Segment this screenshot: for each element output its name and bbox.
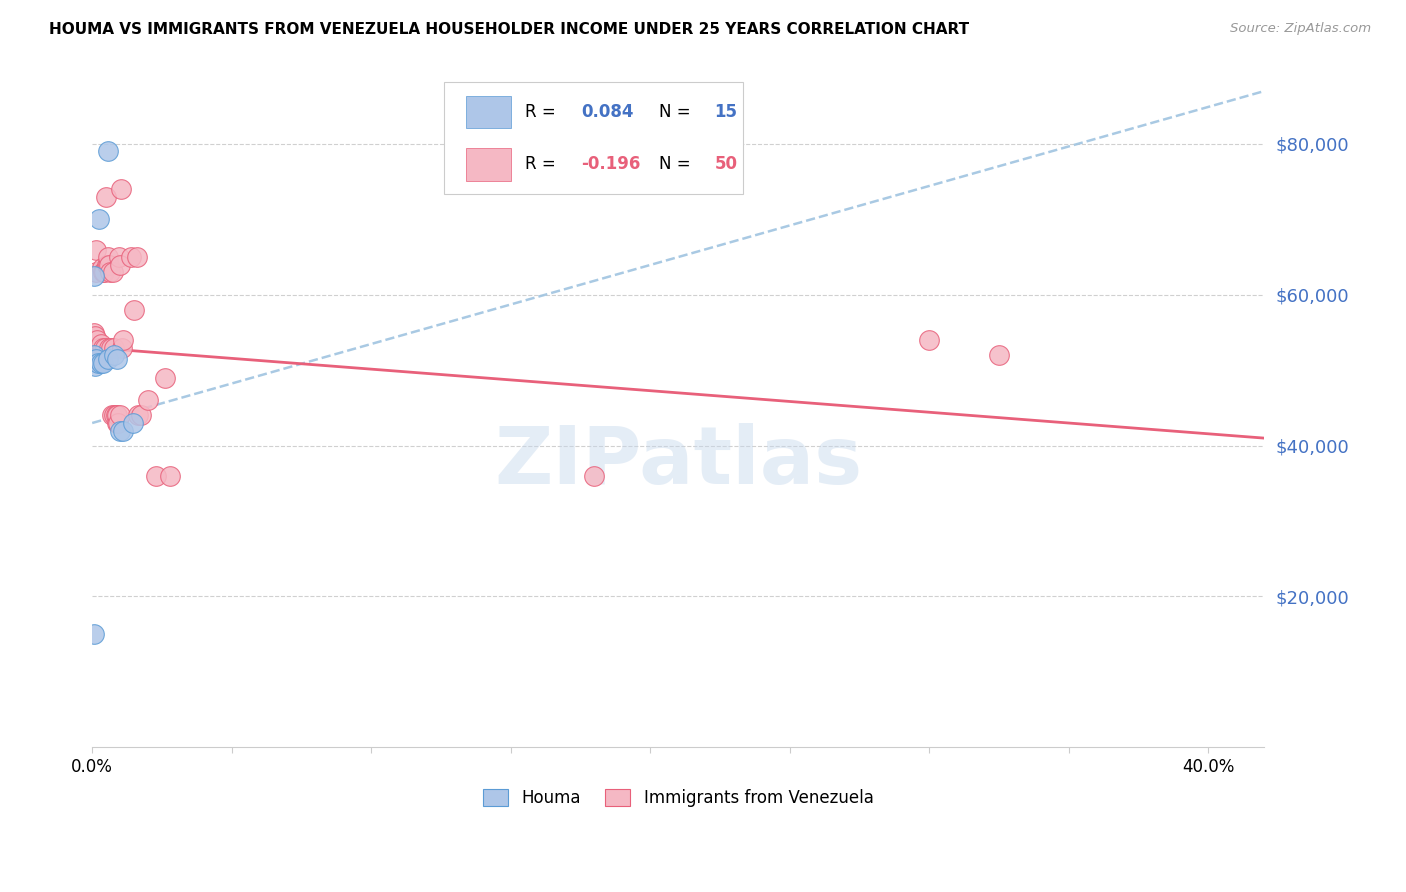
Point — [89, 212, 111, 227]
Point — [83, 326, 105, 340]
Text: 50: 50 — [714, 155, 737, 173]
Point — [159, 468, 181, 483]
Point — [84, 329, 107, 343]
Point — [105, 409, 128, 423]
Point — [108, 258, 131, 272]
Point — [91, 341, 114, 355]
Text: R =: R = — [524, 155, 561, 173]
Point — [86, 265, 108, 279]
Text: HOUMA VS IMMIGRANTS FROM VENEZUELA HOUSEHOLDER INCOME UNDER 25 YEARS CORRELATION: HOUMA VS IMMIGRANTS FROM VENEZUELA HOUSE… — [49, 22, 969, 37]
FancyBboxPatch shape — [465, 148, 510, 181]
Point — [100, 341, 122, 355]
Point — [84, 243, 107, 257]
Point — [111, 424, 134, 438]
Point — [83, 627, 105, 641]
Point — [87, 344, 110, 359]
Point — [93, 341, 115, 355]
Text: R =: R = — [524, 103, 561, 120]
Point — [96, 145, 118, 159]
Point — [145, 468, 167, 483]
Text: Source: ZipAtlas.com: Source: ZipAtlas.com — [1230, 22, 1371, 36]
Point — [153, 370, 176, 384]
Point — [108, 409, 131, 423]
Point — [105, 416, 128, 430]
Point — [94, 190, 117, 204]
Point — [105, 351, 128, 366]
Point — [120, 250, 142, 264]
Point — [84, 359, 107, 374]
Point — [83, 348, 105, 362]
Point — [87, 348, 110, 362]
Text: N =: N = — [659, 103, 696, 120]
Point — [111, 341, 134, 355]
Text: N =: N = — [659, 155, 696, 173]
Point — [107, 250, 129, 264]
Text: 15: 15 — [714, 103, 737, 120]
FancyBboxPatch shape — [444, 82, 742, 194]
Point — [103, 409, 125, 423]
Point — [89, 348, 111, 362]
Text: ZIPatlas: ZIPatlas — [494, 423, 862, 501]
Point — [125, 250, 148, 264]
Point — [136, 393, 159, 408]
Point — [104, 409, 127, 423]
Point — [96, 258, 118, 272]
Point — [98, 265, 121, 279]
Point — [91, 261, 114, 276]
Point — [89, 341, 111, 355]
Point — [97, 250, 120, 264]
Point — [86, 333, 108, 347]
Point — [101, 265, 124, 279]
Point — [129, 409, 152, 423]
Point — [127, 409, 149, 423]
Point — [122, 302, 145, 317]
Point — [121, 416, 143, 430]
Text: -0.196: -0.196 — [581, 155, 640, 173]
Point — [98, 341, 121, 355]
Point — [103, 348, 125, 362]
Point — [100, 409, 122, 423]
Point — [110, 182, 132, 196]
Point — [112, 333, 135, 347]
Point — [583, 468, 606, 483]
FancyBboxPatch shape — [465, 95, 510, 128]
Point — [90, 348, 112, 362]
Text: 0.084: 0.084 — [581, 103, 633, 120]
Point — [83, 268, 105, 283]
Point — [90, 336, 112, 351]
Point — [91, 356, 114, 370]
Point — [91, 265, 114, 279]
Point — [103, 341, 125, 355]
Point — [107, 416, 129, 430]
Point — [97, 258, 120, 272]
Point — [86, 351, 108, 366]
Point — [90, 356, 112, 370]
Point — [108, 424, 131, 438]
Legend: Houma, Immigrants from Venezuela: Houma, Immigrants from Venezuela — [475, 782, 880, 814]
Point — [87, 356, 110, 370]
Point — [987, 348, 1010, 362]
Point — [918, 333, 941, 347]
Point — [93, 265, 115, 279]
Point — [96, 258, 118, 272]
Point — [97, 351, 120, 366]
